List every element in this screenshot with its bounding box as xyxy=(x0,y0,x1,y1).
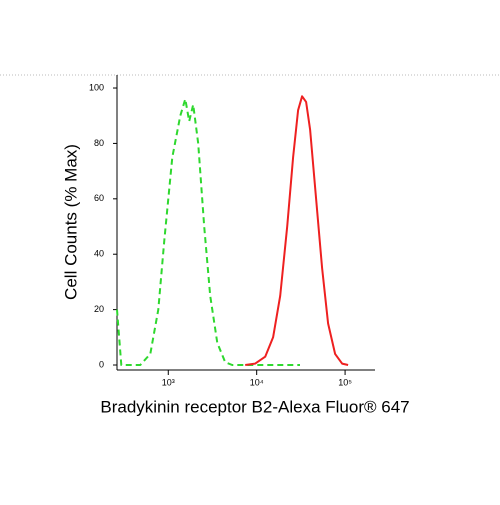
x-tick-label: 10³ xyxy=(162,377,175,387)
y-tick-label: 80 xyxy=(94,138,104,148)
y-tick-label: 0 xyxy=(99,359,104,369)
x-axis-label: Bradykinin receptor B2-Alexa Fluor® 647 xyxy=(100,397,409,416)
histogram-line xyxy=(116,98,300,366)
histogram-line xyxy=(245,95,349,366)
y-tick-label: 100 xyxy=(89,82,104,92)
y-tick-label: 20 xyxy=(94,304,104,314)
x-tick-label: 10⁴ xyxy=(250,377,264,387)
y-tick-label: 60 xyxy=(94,193,104,203)
y-tick-label: 40 xyxy=(94,249,104,259)
y-axis-label: Cell Counts (% Max) xyxy=(61,144,80,300)
x-tick-label: 10⁵ xyxy=(338,377,352,387)
